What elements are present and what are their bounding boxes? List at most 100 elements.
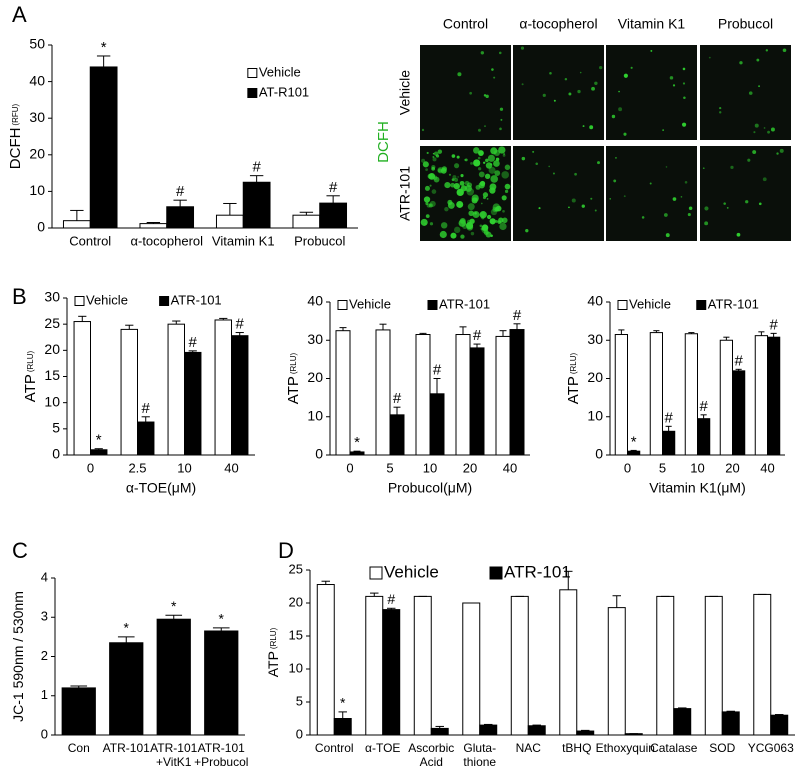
legend-swatch: [369, 566, 383, 580]
fluorescent-spot: [459, 180, 465, 186]
error-bar: [688, 332, 695, 334]
legend-label: Vehicle: [349, 296, 391, 311]
bar: [215, 214, 244, 229]
error-bar: [612, 595, 622, 608]
error-bar: [326, 195, 340, 204]
fluorescent-spot: [581, 204, 585, 208]
fluorescent-spot: [432, 157, 437, 162]
y-tick-label: 20: [587, 369, 603, 385]
fluorescent-spot: [665, 166, 668, 168]
fluorescent-spot: [665, 233, 670, 238]
fluorescent-spot: [663, 213, 668, 217]
y-tick-label: 0: [37, 219, 45, 235]
fluorescent-spot: [599, 65, 603, 70]
bar: [770, 714, 789, 736]
y-tick-label: 10: [29, 182, 45, 198]
x-tick-label: 20: [463, 460, 477, 475]
fluorescent-spot: [420, 218, 428, 226]
fluorescent-spot: [425, 214, 430, 219]
fluorescent-spot: [615, 157, 617, 159]
error-bar: [758, 331, 765, 336]
bar: [753, 593, 772, 736]
bar: [413, 595, 432, 736]
fluorescent-spot: [464, 158, 467, 161]
x-tick-label: 10: [690, 460, 704, 475]
y-tick-label: 15: [289, 627, 303, 642]
fluorescent-spot: [470, 161, 473, 165]
fluorescent-spot: [708, 56, 711, 59]
fluorescent-spot: [452, 175, 457, 180]
x-tick-label: ATR-101: [198, 741, 245, 755]
column-header: Probucol: [718, 16, 773, 32]
y-tick-label: 15: [44, 367, 60, 383]
fluorescent-spot: [451, 178, 455, 182]
bar: [204, 630, 239, 736]
fluorescent-spot: [538, 207, 541, 210]
fluorescent-spot: [439, 230, 447, 239]
fluorescent-spot: [594, 81, 598, 86]
error-bar: [459, 326, 467, 335]
bar: [375, 329, 391, 456]
fluorescent-spot: [500, 118, 503, 121]
fluorescent-spot: [490, 175, 499, 183]
y-tick-label: 1: [41, 687, 48, 702]
y-axis-label-text: ATP: [265, 651, 281, 677]
y-tick-label: 4: [41, 569, 48, 584]
x-tick-label: 2.5: [128, 460, 146, 475]
fluorescent-spot: [504, 183, 511, 190]
x-tick-label: ATR-101: [103, 741, 150, 755]
fluorescent-spot: [493, 160, 500, 167]
y-tick-label: 0: [52, 446, 60, 462]
error-bar: [172, 320, 181, 325]
fluorescent-spot: [589, 125, 594, 130]
x-tick-label: Catalase: [650, 741, 698, 755]
significance-marker: *: [171, 598, 177, 614]
x-tick-label: 40: [760, 460, 774, 475]
fluorescent-spot: [478, 128, 481, 132]
fluorescent-spot: [623, 195, 626, 198]
fluorescent-spot: [497, 220, 502, 224]
fluorescent-spot: [495, 205, 502, 212]
fluorescent-spot: [474, 211, 477, 215]
fluorescent-spot: [649, 182, 652, 185]
y-tick-label: 30: [307, 331, 323, 347]
fluorescent-spot: [504, 164, 511, 171]
fluorescent-spot: [574, 172, 577, 176]
x-tick-label: tBHQ: [562, 741, 591, 755]
fluorescent-spot: [480, 211, 486, 217]
bar: [120, 328, 139, 456]
x-tick-label: Con: [68, 741, 90, 755]
bar: [704, 595, 723, 736]
error-bar: [353, 450, 361, 452]
fluorescent-spot: [471, 197, 478, 204]
y-tick-label: 10: [44, 393, 60, 409]
y-tick-label: 40: [307, 293, 323, 309]
fluorescent-spot: [501, 171, 509, 179]
y-tick-label: 10: [289, 660, 303, 675]
fluorescent-spot: [479, 180, 486, 187]
fluorescent-spot: [726, 206, 729, 209]
fluorescent-spot: [478, 171, 485, 178]
fluorescent-spot: [482, 161, 486, 164]
bar: [509, 329, 525, 456]
fluorescent-spot: [683, 96, 686, 99]
x-tick-label: Ethoxyquin: [596, 741, 655, 755]
fluorescent-spot: [739, 61, 743, 65]
fluorescent-spot: [591, 86, 595, 91]
error-bar: [78, 315, 87, 322]
x-tick-label: 40: [503, 460, 517, 475]
fluorescent-spot: [474, 197, 479, 202]
error-bar: [700, 414, 707, 419]
fluorescent-spot: [460, 185, 467, 192]
fluorescent-spot: [479, 224, 483, 228]
bar: [61, 687, 96, 736]
fluorescent-spot: [482, 192, 489, 198]
significance-marker: #: [189, 334, 198, 351]
bar: [365, 595, 384, 736]
bar: [292, 214, 321, 229]
fluorescent-spot: [485, 158, 489, 163]
fluorescent-spot: [498, 146, 506, 154]
fluorescent-spot: [466, 222, 474, 230]
bar: [429, 393, 445, 456]
fluorescent-spot: [623, 132, 627, 136]
